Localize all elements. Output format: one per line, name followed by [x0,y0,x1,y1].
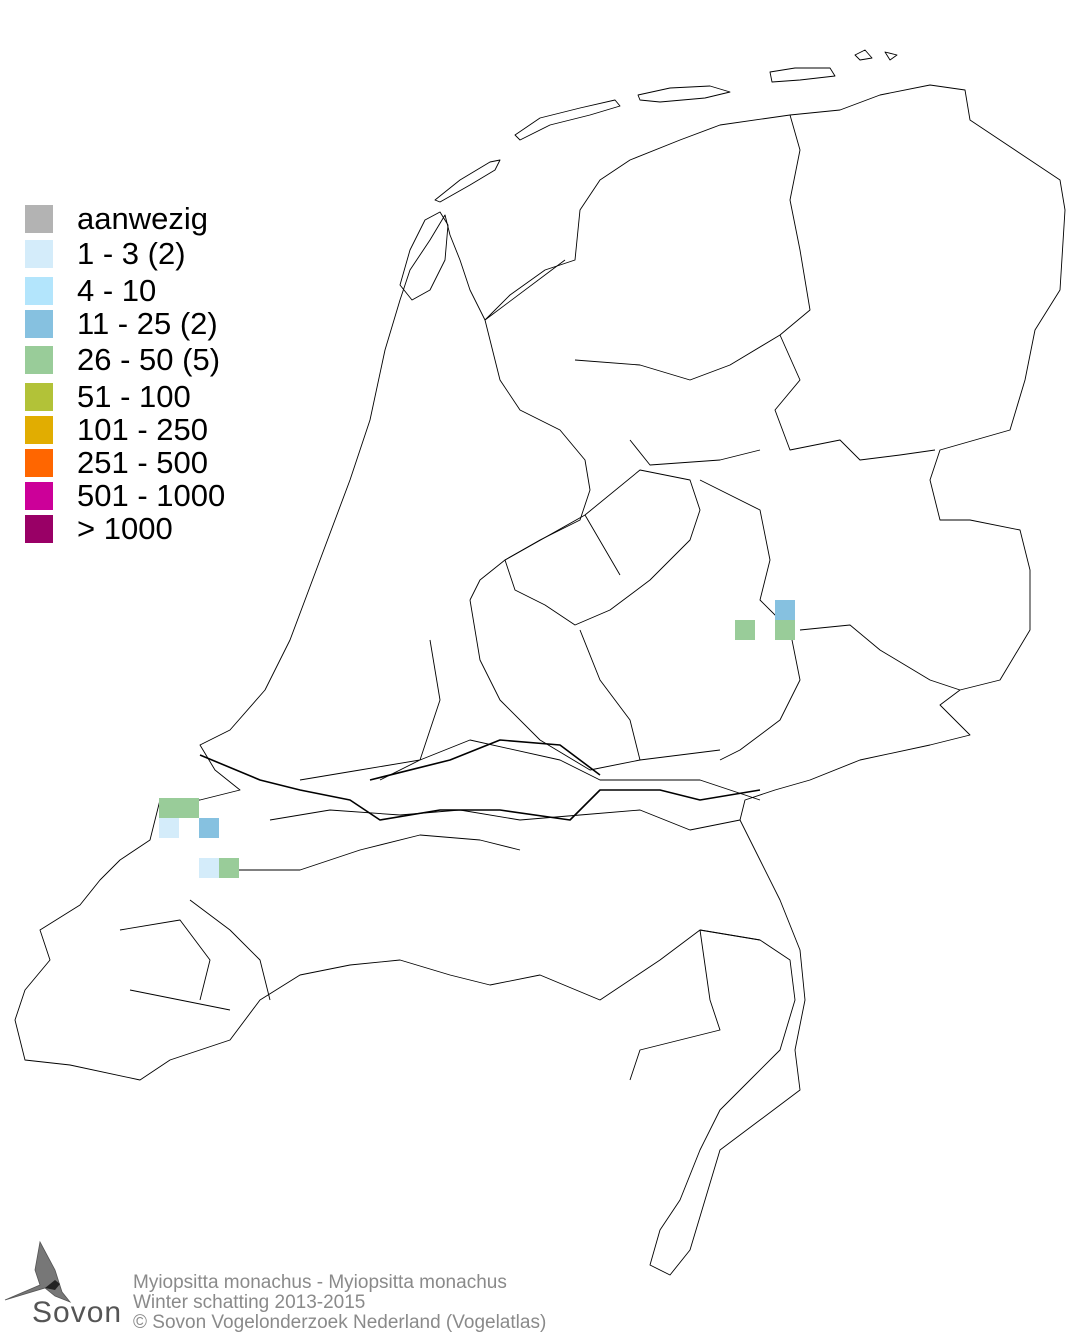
legend-item: 501 - 1000 [25,480,225,511]
legend-swatch [25,515,53,543]
legend-label: 1 - 3 (2) [77,236,186,271]
atlas-square [179,798,199,818]
atlas-squares [159,600,795,878]
legend-label: 251 - 500 [77,445,208,480]
swallow-logo-icon [4,1240,72,1303]
island-rottumeroog [854,49,898,61]
province-borders [119,114,961,1081]
legend-label: 51 - 100 [77,379,191,414]
atlas-square [219,858,239,878]
ijsselmeer-shore [469,319,591,601]
legend-label: 11 - 25 (2) [77,306,218,341]
island-schiermonnikoog [769,67,836,83]
atlas-square [775,620,795,640]
country-outline [14,84,1066,1276]
legend-swatch [25,240,53,268]
legend-swatch [25,346,53,374]
legend-label: 4 - 10 [77,273,157,308]
flevoland-outline [504,469,701,626]
legend-label: 101 - 250 [77,412,208,447]
legend-item: > 1000 [25,513,173,544]
island-texel [399,211,449,301]
legend-label: > 1000 [77,511,173,546]
atlas-square [775,600,795,620]
legend-swatch [25,449,53,477]
legend-item: 26 - 50 (5) [25,344,220,375]
legend-swatch [25,383,53,411]
map-caption: Myiopsitta monachus - Myiopsitta monachu… [133,1273,546,1333]
logo-text: Sovon [32,1296,123,1329]
river-lines [199,739,761,821]
legend-item: aanwezig [25,203,208,234]
survey-period: Winter schatting 2013-2015 [133,1292,366,1313]
legend-label: aanwezig [77,201,208,236]
legend-label: 26 - 50 (5) [77,342,221,377]
legend-swatch [25,482,53,510]
legend-label: 501 - 1000 [77,478,226,513]
atlas-square [199,818,219,838]
atlas-square [159,798,179,818]
legend-item: 11 - 25 (2) [25,308,218,339]
atlas-square [735,620,755,640]
legend-swatch [25,277,53,305]
legend-item: 1 - 3 (2) [25,238,186,269]
legend-item: 51 - 100 [25,381,191,412]
afsluitdijk [484,259,566,321]
legend-item: 101 - 250 [25,414,208,445]
copyright: © Sovon Vogelonderzoek Nederland (Vogela… [133,1312,547,1333]
island-vlieland [434,159,501,203]
atlas-square [159,818,179,838]
species-name: Myiopsitta monachus - Myiopsitta monachu… [133,1272,507,1293]
island-terschelling [514,99,621,141]
legend-item: 251 - 500 [25,447,208,478]
atlas-square [199,858,219,878]
legend-swatch [25,416,53,444]
island-ameland [637,85,731,103]
legend-swatch [25,310,53,338]
legend-item: 4 - 10 [25,275,156,306]
legend-swatch [25,205,53,233]
